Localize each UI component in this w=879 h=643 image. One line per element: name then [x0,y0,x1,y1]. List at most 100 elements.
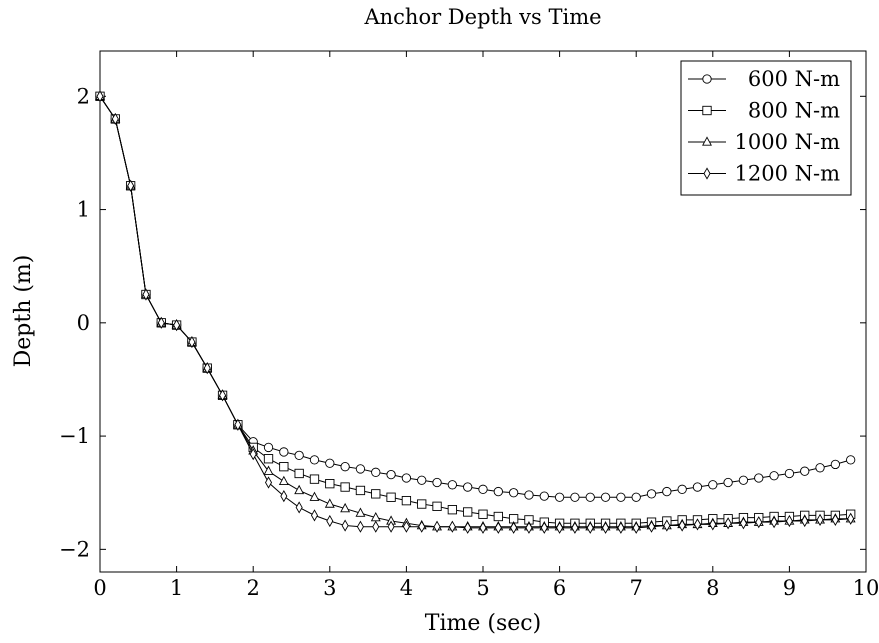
data-point [602,521,610,534]
x-tick-label: 1 [170,576,183,600]
legend-item: 1200 N-m [688,162,840,186]
data-point [278,475,289,486]
x-axis-label: Time (sec) [425,611,541,636]
data-point [570,492,580,502]
y-tick-label: −1 [59,424,90,448]
y-tick-label: 0 [77,311,90,335]
y-tick-label: 2 [77,84,90,108]
data-point [815,463,825,473]
data-point [219,389,227,402]
data-point [418,520,426,533]
legend-label: 1200 N-m [734,162,840,186]
data-point [463,507,473,517]
data-point [263,465,274,475]
x-tick-label: 3 [323,576,336,600]
data-point [265,476,273,489]
legend-marker [703,167,711,180]
data-point [678,519,686,532]
data-point [402,520,410,533]
series-3 [96,90,855,534]
data-point [294,450,304,460]
data-point [387,520,395,533]
legend-item: 600 N-m [688,67,840,91]
data-point [309,491,320,501]
legend-label: 800 N-m [748,99,840,123]
data-point [801,514,809,528]
data-point [340,482,350,492]
data-point [448,520,456,533]
data-point [401,473,412,483]
data-point [294,468,304,479]
legend-marker [702,105,712,116]
data-point [539,491,549,501]
data-point [708,480,718,490]
data-point [554,492,565,502]
data-point [540,521,548,534]
data-point [127,179,135,192]
data-point [663,519,671,532]
legend: 600 N-m 800 N-m 1000 N-m 1200 N-m [680,60,852,196]
x-tick-label: 10 [853,576,879,600]
data-point [234,418,242,431]
legend-item: 1000 N-m [688,130,840,154]
data-point [723,477,733,488]
data-point [464,521,472,534]
data-point [616,492,626,502]
data-point [263,442,274,453]
data-point [648,520,656,533]
data-point [157,316,165,329]
data-point [617,521,625,534]
data-point [769,471,779,481]
data-point [324,498,335,508]
data-point [96,90,104,103]
data-point [432,501,442,511]
data-point [263,454,274,464]
data-point [709,518,717,531]
data-point [662,486,672,497]
data-point [371,489,381,499]
data-point [525,521,533,534]
data-point [785,514,793,528]
x-tick-label: 6 [553,576,566,600]
data-point [479,521,487,534]
data-point [571,521,579,534]
data-point [355,464,366,474]
data-point [279,447,289,457]
data-point [816,513,824,527]
x-tick-label: 2 [247,576,260,600]
data-point [355,507,366,517]
data-point [510,521,518,534]
data-point [646,489,657,499]
x-tick-label: 7 [630,576,643,600]
data-point [433,520,441,533]
y-axis-label: Depth (m) [11,255,36,368]
data-point [142,288,150,301]
data-point [831,513,839,527]
data-point [325,458,335,468]
data-point [738,475,749,485]
legend-marker [702,74,712,84]
data-point [784,468,795,479]
data-point [631,492,641,502]
data-point [386,469,396,480]
x-tick-label: 4 [400,576,413,600]
data-point [294,484,305,495]
data-point [356,520,364,533]
data-point [371,467,381,477]
data-point [632,521,640,534]
data-point [846,455,856,465]
data-point [830,459,841,470]
data-point [770,516,778,529]
data-point [692,482,703,492]
data-point [800,466,810,476]
data-point [309,474,320,484]
x-tick-label: 8 [706,576,719,600]
data-point [524,490,534,500]
data-point [326,514,334,528]
data-point [341,519,349,532]
data-point [754,473,764,483]
data-point [493,511,503,522]
data-point [372,520,380,533]
